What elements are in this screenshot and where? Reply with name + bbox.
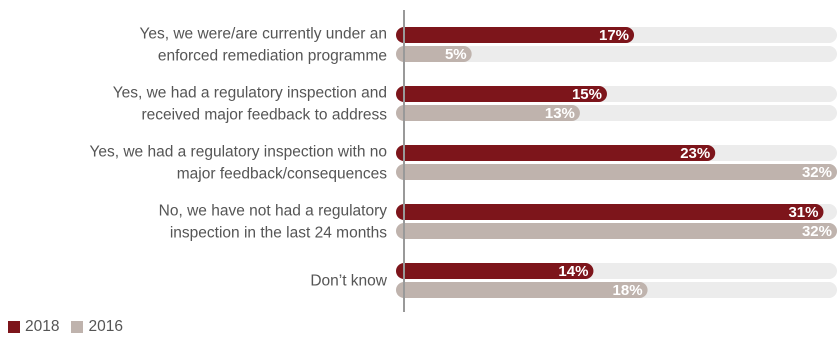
legend-swatch-2016 <box>71 321 84 333</box>
category-label-line: enforced remediation programme <box>158 48 387 65</box>
category-label-line: Don’t know <box>310 273 387 290</box>
category-label-line: inspection in the last 24 months <box>170 225 387 242</box>
data-label-2016: 32% <box>802 164 832 181</box>
category-label: Yes, we were/are currently under an enfor… <box>139 26 387 65</box>
category-label-line: major feedback/consequences <box>177 166 387 183</box>
category-label: Don’t know <box>310 273 387 290</box>
bar-2018 <box>396 86 607 102</box>
category-label-line: Yes, we had a regulatory inspection and <box>113 85 387 102</box>
data-label-2018: 17% <box>599 27 629 44</box>
legend: 2018 2016 <box>8 318 135 336</box>
bar-2018 <box>396 27 635 43</box>
bar-2018 <box>396 263 594 279</box>
bar-2016 <box>396 105 580 121</box>
data-label-2016: 13% <box>545 105 575 122</box>
bar-2016 <box>396 164 837 180</box>
data-label-2016: 32% <box>802 223 832 240</box>
data-label-2018: 23% <box>680 145 710 162</box>
data-label-2016: 5% <box>445 46 467 63</box>
data-label-2018: 14% <box>558 263 588 280</box>
legend-swatch-2018 <box>8 321 20 333</box>
bar-2018 <box>396 145 716 161</box>
legend-label-2018: 2018 <box>25 318 60 335</box>
category-label-line: Yes, we had a regulatory inspection with… <box>89 144 387 161</box>
legend-item-2016: 2016 <box>71 318 123 336</box>
bar-2016 <box>396 223 837 239</box>
data-label-2018: 15% <box>572 86 602 103</box>
bar-2018 <box>396 204 824 220</box>
data-label-2018: 31% <box>788 204 818 221</box>
legend-item-2018: 2018 <box>8 318 59 336</box>
category-label: No, we have not had a regulatory inspecti… <box>159 203 388 242</box>
legend-label-2016: 2016 <box>88 318 123 335</box>
data-label-2016: 18% <box>613 282 643 299</box>
category-label: Yes, we had a regulatory inspection and r… <box>113 85 388 124</box>
bar-2016 <box>396 282 648 298</box>
category-label: Yes, we had a regulatory inspection with… <box>89 144 387 183</box>
category-label-line: received major feedback to address <box>141 107 387 124</box>
bar-track <box>404 46 837 62</box>
bar-2016 <box>396 46 472 62</box>
category-label-line: No, we have not had a regulatory <box>159 203 388 220</box>
category-label-line: Yes, we were/are currently under an <box>139 26 387 43</box>
